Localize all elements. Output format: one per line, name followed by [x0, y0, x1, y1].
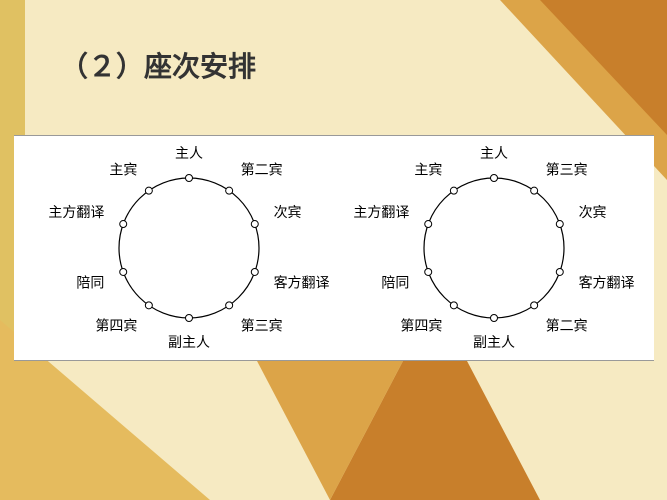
seat-label: 主人 — [175, 146, 203, 162]
seat-marker — [425, 268, 432, 275]
seat-label: 副主人 — [473, 335, 515, 351]
seat-marker — [425, 221, 432, 228]
seat-marker — [120, 221, 127, 228]
seat-label: 主宾 — [109, 162, 137, 178]
right-table-circle — [424, 178, 564, 318]
seat-label: 陪同 — [76, 276, 104, 292]
slide-title: （２）座次安排 — [60, 45, 256, 85]
seat-marker — [226, 187, 233, 194]
seat-label: 主宾 — [414, 162, 442, 178]
seat-label: 第三宾 — [241, 318, 283, 335]
seat-marker — [556, 221, 563, 228]
seat-label: 陪同 — [381, 276, 409, 292]
seat-marker — [251, 268, 258, 275]
seat-label: 客方翻译 — [579, 275, 635, 292]
seat-label: 第四宾 — [95, 318, 137, 335]
seat-label: 主方翻译 — [48, 205, 104, 221]
seat-marker — [186, 175, 193, 182]
seat-label: 主人 — [480, 146, 508, 162]
seat-marker — [450, 187, 457, 194]
seat-marker — [145, 187, 152, 194]
seat-label: 第四宾 — [400, 318, 442, 335]
seat-label: 次宾 — [579, 205, 607, 221]
slide: （２）座次安排 主人第二宾次宾客方翻译第三宾副主人第四宾陪同主方翻译主宾主人第三… — [0, 0, 667, 500]
seat-marker — [531, 187, 538, 194]
seat-marker — [120, 268, 127, 275]
seat-marker — [251, 221, 258, 228]
seat-marker — [226, 302, 233, 309]
seat-label: 第二宾 — [241, 161, 283, 178]
seat-marker — [531, 302, 538, 309]
seat-marker — [556, 268, 563, 275]
seat-label: 主方翻译 — [353, 205, 409, 221]
seating-diagram: 主人第二宾次宾客方翻译第三宾副主人第四宾陪同主方翻译主宾主人第三宾次宾客方翻译第… — [14, 136, 654, 360]
seat-label: 第三宾 — [546, 161, 588, 178]
seat-marker — [186, 315, 193, 322]
seat-label: 副主人 — [168, 335, 210, 351]
seat-marker — [491, 315, 498, 322]
seat-marker — [491, 175, 498, 182]
diagram-panel: 主人第二宾次宾客方翻译第三宾副主人第四宾陪同主方翻译主宾主人第三宾次宾客方翻译第… — [14, 135, 654, 361]
seat-label: 客方翻译 — [274, 275, 330, 292]
seat-marker — [145, 302, 152, 309]
seat-label: 次宾 — [274, 205, 302, 221]
seat-marker — [450, 302, 457, 309]
seat-label: 第二宾 — [546, 318, 588, 335]
left-table-circle — [119, 178, 259, 318]
